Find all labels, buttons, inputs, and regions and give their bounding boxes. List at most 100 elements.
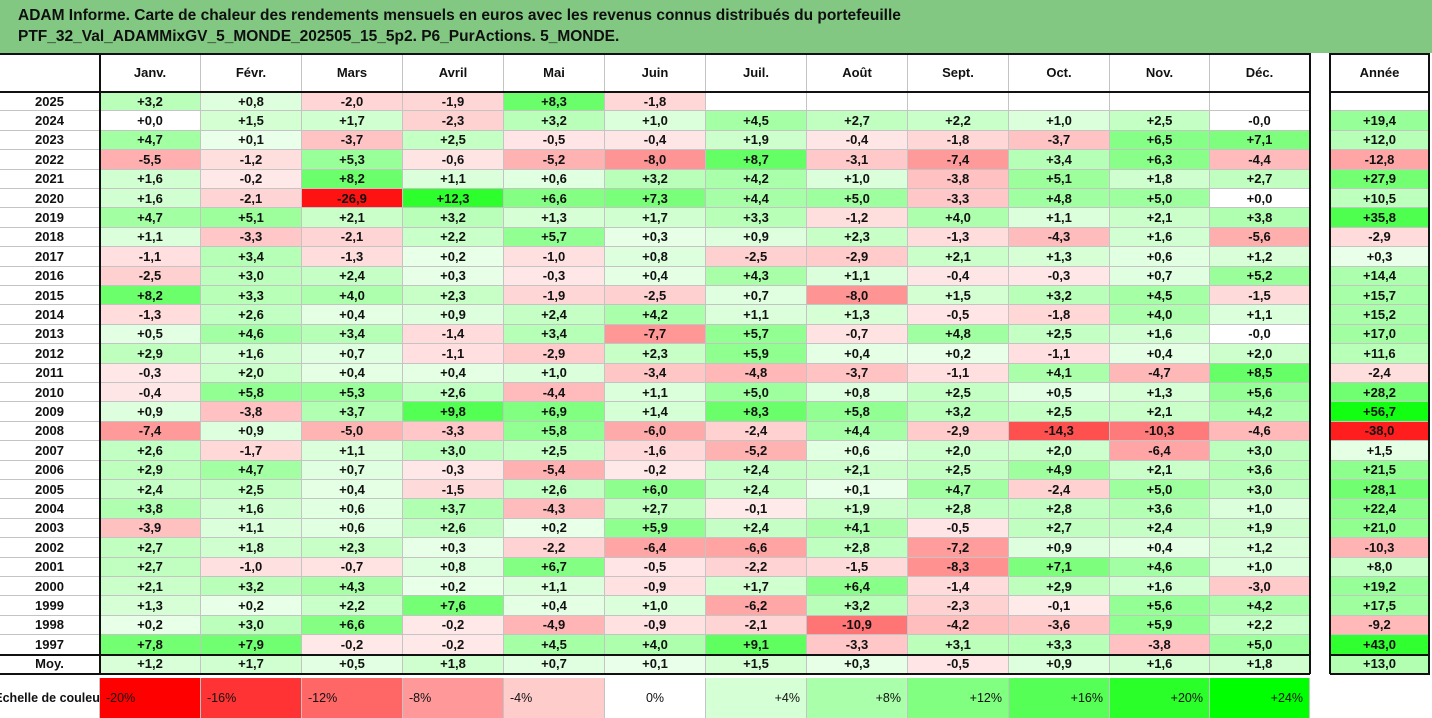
- heatmap-cell: -5,2: [706, 441, 807, 461]
- heatmap-cell: +1,0: [1210, 557, 1310, 577]
- heatmap-cell: +0,8: [201, 92, 302, 112]
- heatmap-cell: +1,1: [403, 169, 504, 189]
- heatmap-cell: +0,5: [1009, 383, 1110, 403]
- heatmap-cell: -1,5: [807, 557, 908, 577]
- heatmap-cell: -1,1: [1009, 344, 1110, 364]
- heatmap-cell: +0,4: [403, 363, 504, 383]
- average-cell: +0,1: [605, 654, 706, 674]
- column-header-8: Août: [807, 53, 908, 92]
- heatmap-cell: +4,5: [504, 635, 605, 655]
- heatmap-cell: -3,7: [302, 130, 403, 151]
- heatmap-cell: +2,1: [1110, 208, 1210, 228]
- heatmap-cell: -0,7: [807, 324, 908, 345]
- heatmap-cell: +3,0: [1210, 441, 1310, 461]
- column-header-3: Mars: [302, 53, 403, 92]
- heatmap-cell: +5,7: [504, 227, 605, 248]
- heatmap-cell: -5,5: [100, 150, 201, 170]
- heatmap-cell: +7,6: [403, 596, 504, 616]
- annual-header-bottom-line: [1330, 91, 1430, 93]
- heatmap-cell: +6,5: [1110, 130, 1210, 151]
- top-line: [0, 53, 1310, 55]
- heatmap-cell: +0,3: [403, 538, 504, 558]
- heatmap-cell: +5,9: [1110, 615, 1210, 636]
- heatmap-cell: +1,0: [1009, 111, 1110, 131]
- heatmap-cell: +5,0: [1210, 635, 1310, 655]
- heatmap-cell: +2,7: [1009, 518, 1110, 539]
- annual-left-line: [1329, 53, 1331, 674]
- heatmap-cell: +3,7: [403, 499, 504, 519]
- row-year-label: 2003: [0, 518, 100, 539]
- heatmap-cell: -7,7: [605, 324, 706, 345]
- heatmap-cell: +1,4: [605, 402, 706, 422]
- color-scale-stop: -16%: [201, 678, 302, 718]
- heatmap-cell: -14,3: [1009, 421, 1110, 442]
- heatmap-cell: +0,6: [807, 441, 908, 461]
- first-column-right-line: [99, 53, 101, 674]
- annual-cell: +8,0: [1330, 557, 1430, 577]
- row-year-label: 2013: [0, 324, 100, 345]
- heatmap-cell: +2,5: [1009, 402, 1110, 422]
- heatmap-cell: +2,6: [100, 441, 201, 461]
- row-year-label: 2019: [0, 208, 100, 228]
- heatmap-cell: -8,0: [807, 286, 908, 306]
- heatmap-cell: +2,1: [302, 208, 403, 228]
- heatmap-cell: +3,6: [1210, 460, 1310, 480]
- heatmap-cell: -0,7: [302, 557, 403, 577]
- annual-cell: +1,5: [1330, 441, 1430, 461]
- heatmap-cell: -0,3: [403, 460, 504, 480]
- heatmap-cell: +1,7: [706, 577, 807, 597]
- annual-grid-bottom-line: [1330, 673, 1430, 675]
- heatmap-cell: +0,9: [201, 421, 302, 442]
- color-scale-stop: +8%: [807, 678, 908, 718]
- heatmap-cell: +0,6: [504, 169, 605, 189]
- annual-cell: +15,7: [1330, 286, 1430, 306]
- heatmap-cell: +5,1: [1009, 169, 1110, 189]
- heatmap-cell: +4,7: [908, 480, 1009, 500]
- row-year-label: 2014: [0, 305, 100, 325]
- heatmap-cell: +2,2: [403, 227, 504, 248]
- heatmap-cell: +0,2: [100, 615, 201, 636]
- heatmap-cell: +3,4: [201, 247, 302, 267]
- heatmap-cell: +3,2: [403, 208, 504, 228]
- heatmap-cell: +7,1: [1009, 557, 1110, 577]
- heatmap-cell: +2,1: [1110, 402, 1210, 422]
- color-scale-stop: 0%: [605, 678, 706, 718]
- heatmap-cell: -1,3: [100, 305, 201, 325]
- heatmap-cell: +1,1: [605, 383, 706, 403]
- heatmap-cell: +2,8: [807, 538, 908, 558]
- color-scale-label: Echelle de couleur: [0, 678, 105, 718]
- heatmap-cell: -0,2: [605, 460, 706, 480]
- heatmap-cell: -10,3: [1110, 421, 1210, 442]
- row-year-label: 2015: [0, 286, 100, 306]
- row-year-label: 2022: [0, 150, 100, 170]
- heatmap-cell: +1,9: [706, 130, 807, 151]
- heatmap-cell: -2,3: [403, 111, 504, 131]
- heatmap-cell: +0,2: [201, 596, 302, 616]
- heatmap-cell: -2,2: [706, 557, 807, 577]
- average-top-line: [0, 653, 1310, 656]
- heatmap-cell: +4,4: [807, 421, 908, 442]
- heatmap-cell: -2,5: [605, 286, 706, 306]
- column-header-7: Juil.: [706, 53, 807, 92]
- heatmap-cell: +2,7: [807, 111, 908, 131]
- row-year-label: 2001: [0, 557, 100, 577]
- heatmap-cell: -4,6: [1210, 421, 1310, 442]
- heatmap-cell: +2,1: [100, 577, 201, 597]
- heatmap-cell: +0,8: [605, 247, 706, 267]
- heatmap-cell: +1,0: [605, 596, 706, 616]
- heatmap-cell: +3,6: [1110, 499, 1210, 519]
- annual-cell: +21,0: [1330, 518, 1430, 539]
- heatmap-cell: +0,9: [403, 305, 504, 325]
- annual-cell: +17,0: [1330, 324, 1430, 345]
- heatmap-cell: +6,4: [807, 577, 908, 597]
- heatmap-cell: +2,7: [1210, 169, 1310, 189]
- heatmap-cell: +2,5: [1110, 111, 1210, 131]
- row-year-label: 2005: [0, 480, 100, 500]
- heatmap-cell: +2,1: [807, 460, 908, 480]
- heatmap-cell: -3,4: [605, 363, 706, 383]
- heatmap-cell: -3,9: [100, 518, 201, 539]
- heatmap-cell: +2,2: [908, 111, 1009, 131]
- heatmap-cell: +2,9: [1009, 577, 1110, 597]
- heatmap-cell: +5,0: [1110, 189, 1210, 209]
- heatmap-cell: +1,5: [908, 286, 1009, 306]
